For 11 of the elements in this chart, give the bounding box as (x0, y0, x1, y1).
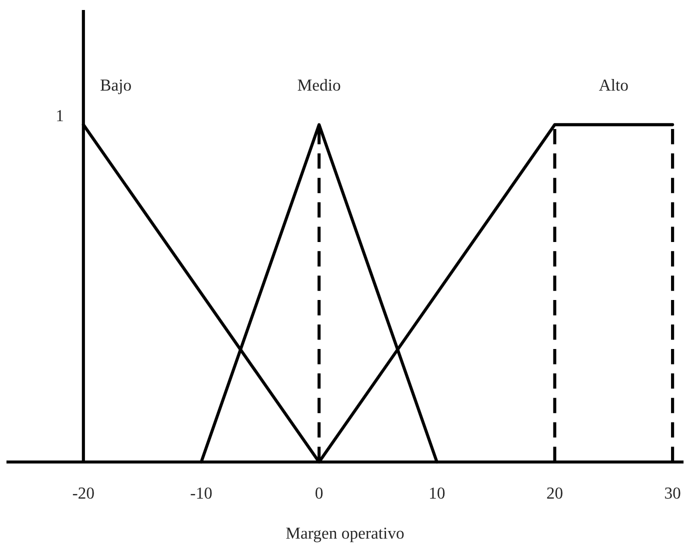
x-axis-title: Margen operativo (286, 528, 404, 542)
x-tick-label: 0 (316, 487, 323, 499)
x-tick-label: -10 (190, 487, 212, 499)
x-tick-label: 10 (430, 487, 445, 499)
text: Medio (298, 79, 340, 91)
x-tick-label: -20 (72, 487, 94, 499)
text: Bajo (100, 80, 131, 94)
text: Alto (599, 79, 628, 91)
annotation: 1 (57, 110, 63, 122)
x-tick-label: 20 (547, 487, 562, 499)
x-tick-label: 30 (665, 487, 680, 499)
